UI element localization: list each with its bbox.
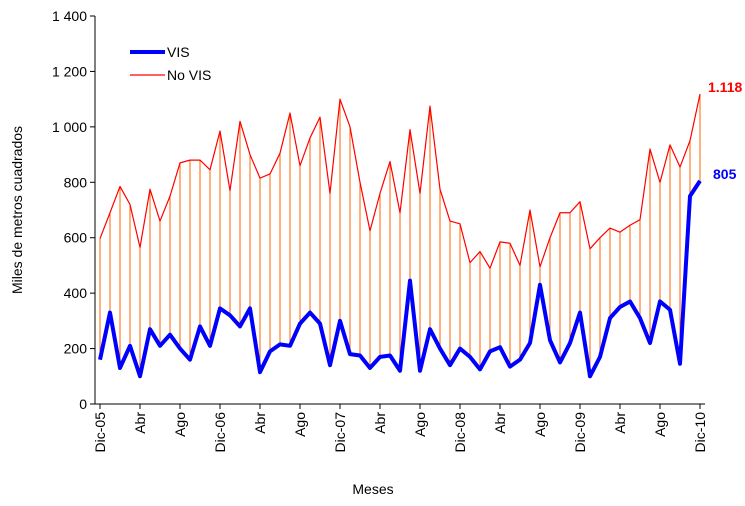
x-tick-label: Ago — [412, 412, 428, 437]
legend-label: VIS — [167, 44, 190, 60]
x-tick-label: Dic-09 — [572, 412, 588, 453]
legend-label: No VIS — [167, 67, 211, 83]
x-tick-label: Abr — [492, 412, 508, 434]
y-tick-label: 200 — [64, 341, 88, 357]
y-tick-label: 800 — [64, 174, 88, 190]
y-tick-label: 400 — [64, 285, 88, 301]
x-tick-label: Dic-05 — [92, 412, 108, 453]
data-label: 1.118 — [708, 79, 742, 95]
y-tick-label: 1 400 — [52, 8, 87, 24]
y-tick-label: 0 — [79, 396, 87, 412]
x-tick-label: Ago — [292, 412, 308, 437]
y-tick-label: 1 000 — [52, 119, 87, 135]
x-tick-label: Ago — [172, 412, 188, 437]
x-tick-label: Abr — [132, 412, 148, 434]
x-tick-label: Abr — [372, 412, 388, 434]
y-tick-label: 600 — [64, 230, 88, 246]
x-tick-label: Ago — [532, 412, 548, 437]
series-line — [98, 179, 702, 379]
x-tick-label: Dic-07 — [332, 412, 348, 453]
y-axis-label: Miles de metros cuadrados — [9, 126, 25, 294]
x-axis-label: Meses — [352, 481, 393, 497]
x-tick-label: Abr — [252, 412, 268, 434]
y-tick-label: 1 200 — [52, 63, 87, 79]
x-tick-label: Dic-10 — [692, 412, 708, 453]
x-tick-label: Dic-06 — [212, 412, 228, 453]
x-tick-label: Abr — [612, 412, 628, 434]
data-label: 805 — [713, 166, 737, 182]
x-tick-label: Ago — [652, 412, 668, 437]
x-tick-label: Dic-08 — [452, 412, 468, 453]
series-line — [99, 94, 701, 269]
